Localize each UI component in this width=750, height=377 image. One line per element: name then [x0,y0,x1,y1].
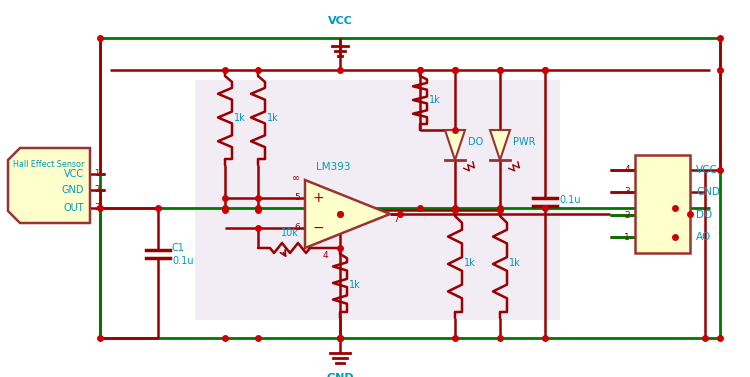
Text: 1k: 1k [267,113,279,123]
Text: DO: DO [696,210,712,220]
Text: VCC: VCC [328,16,352,26]
Text: 10k: 10k [281,228,299,238]
Text: 5: 5 [294,193,300,202]
Text: PWR: PWR [513,137,535,147]
Text: 0.1u: 0.1u [559,195,580,205]
Text: 1: 1 [624,233,630,242]
Bar [195,80,560,320]
Text: 1: 1 [94,170,99,178]
Text: 3: 3 [624,187,630,196]
Text: −: − [313,221,325,235]
Polygon shape [305,180,390,248]
Text: 2: 2 [94,185,99,195]
Text: LM393: LM393 [316,162,350,172]
Text: 4: 4 [322,251,328,261]
Bar [195,80,560,320]
Text: GND: GND [326,373,354,377]
Text: Hall Effect Sensor: Hall Effect Sensor [13,160,85,169]
Text: +: + [313,191,325,205]
Text: GND: GND [696,187,720,197]
Text: DO: DO [468,137,483,147]
Text: 7: 7 [393,215,399,224]
Text: 1k: 1k [464,258,476,268]
Text: VCC: VCC [696,165,718,175]
Polygon shape [445,130,465,160]
Text: 3: 3 [94,204,99,213]
Text: 1k: 1k [509,258,520,268]
Text: ∞: ∞ [292,173,300,183]
Text: VCC: VCC [64,169,84,179]
Text: AO: AO [696,232,711,242]
Text: 6: 6 [294,224,300,233]
Text: 1k: 1k [234,113,246,123]
Polygon shape [8,148,90,223]
Polygon shape [490,130,510,160]
Text: 1k: 1k [349,280,361,290]
Text: 2: 2 [624,210,630,219]
Bar [635,155,690,253]
Text: 1k: 1k [429,95,441,105]
Text: OUT: OUT [63,203,84,213]
Text: 0.1u: 0.1u [172,256,194,266]
Text: C1: C1 [172,243,184,253]
Text: GND: GND [62,185,84,195]
Text: 4: 4 [624,166,630,175]
